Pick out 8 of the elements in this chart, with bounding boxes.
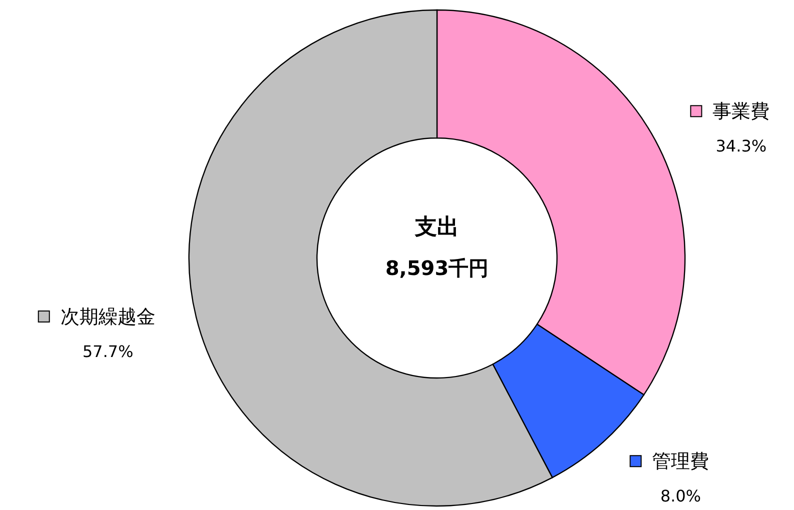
legend-label: 管理費 <box>652 450 710 473</box>
legend-label: 事業費 <box>712 100 770 123</box>
text: 支出 <box>414 214 460 242</box>
data-label: 8.0% <box>660 486 701 506</box>
text: 8,593千円 <box>384 255 490 282</box>
legend-label: 次期繰越金 <box>60 306 156 328</box>
data-label: 57.7% <box>82 342 134 361</box>
data-label: 34.3% <box>716 136 767 156</box>
